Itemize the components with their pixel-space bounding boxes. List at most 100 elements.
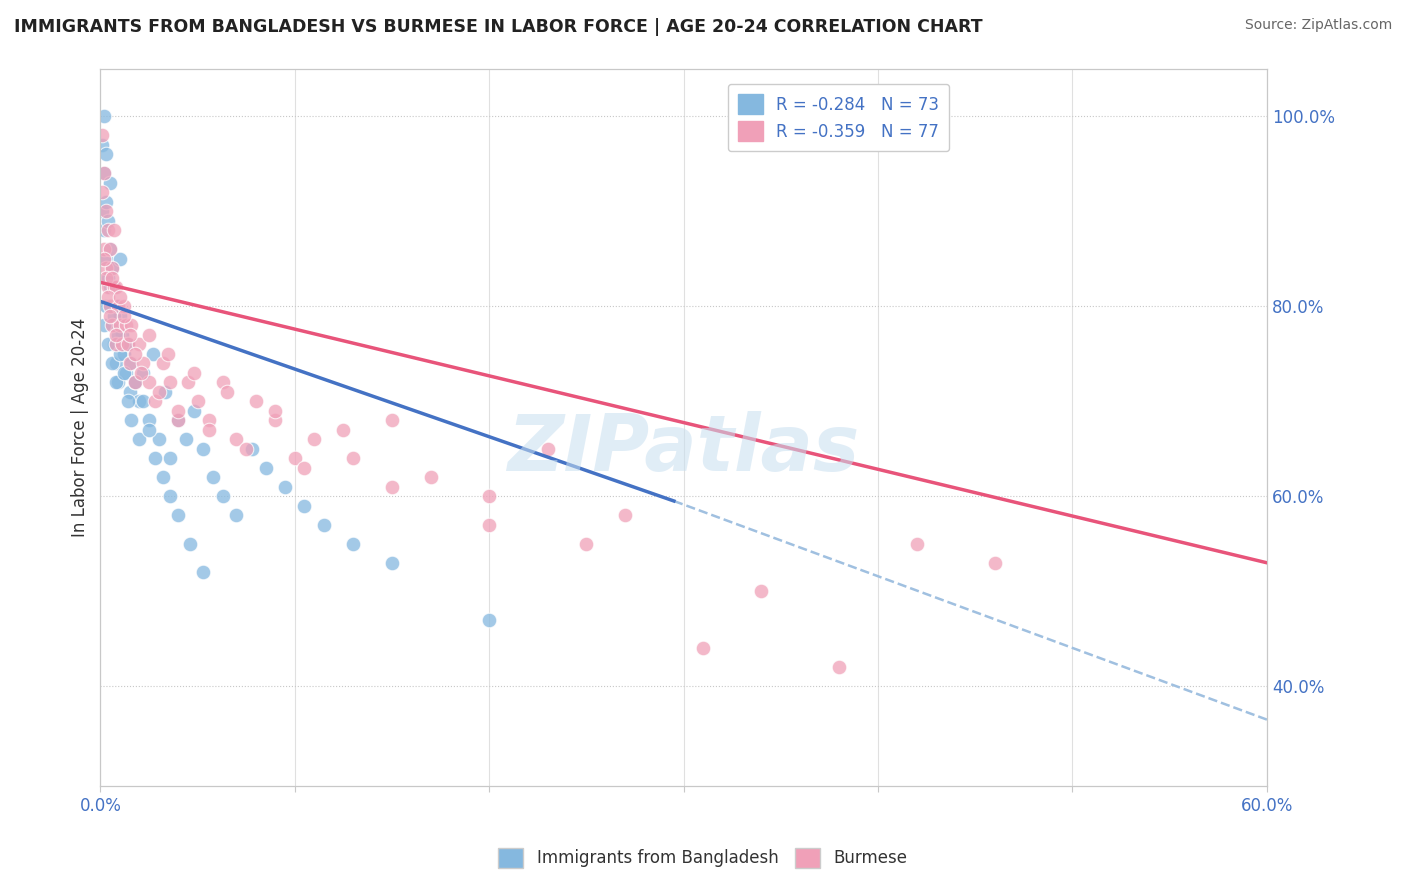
Point [104, 356, 127, 370]
Point [97, 223, 120, 237]
Point [157, 346, 180, 360]
Legend: R = -0.284   N = 73, R = -0.359   N = 77: R = -0.284 N = 73, R = -0.359 N = 77 [728, 84, 949, 152]
Point [93, 166, 115, 180]
Point [274, 480, 297, 494]
Point [381, 413, 404, 427]
Point [478, 489, 501, 503]
Point [198, 413, 221, 427]
Point [148, 432, 170, 446]
Point [101, 261, 124, 276]
Point [120, 413, 142, 427]
Point [128, 394, 150, 409]
Point [419, 470, 441, 484]
Point [159, 375, 181, 389]
Point [342, 451, 364, 466]
Point [128, 432, 150, 446]
Point [103, 337, 125, 351]
Point [101, 261, 124, 276]
Point [101, 270, 124, 285]
Point [167, 413, 190, 427]
Point [235, 442, 257, 456]
Point [294, 499, 316, 513]
Point [183, 403, 205, 417]
Point [159, 451, 181, 466]
Point [187, 394, 209, 409]
Point [132, 366, 155, 380]
Point [245, 394, 267, 409]
Point [138, 375, 160, 389]
Point [128, 337, 150, 351]
Point [183, 366, 205, 380]
Point [215, 384, 238, 399]
Point [983, 556, 1005, 570]
Text: ZIPatlas: ZIPatlas [508, 411, 859, 487]
Point [111, 327, 134, 342]
Point [104, 327, 127, 342]
Point [254, 460, 277, 475]
Point [120, 356, 142, 370]
Point [98, 176, 121, 190]
Point [108, 318, 131, 333]
Point [142, 346, 165, 360]
Point [264, 413, 287, 427]
Point [103, 309, 125, 323]
Point [98, 242, 121, 256]
Point [93, 109, 115, 123]
Point [108, 309, 131, 323]
Point [112, 309, 135, 323]
Point [179, 537, 201, 551]
Point [143, 451, 166, 466]
Point [96, 204, 118, 219]
Point [112, 366, 135, 380]
Point [107, 375, 129, 389]
Point [152, 470, 174, 484]
Point [108, 346, 131, 360]
Point [381, 556, 404, 570]
Point [96, 299, 118, 313]
Point [225, 508, 247, 523]
Point [97, 337, 120, 351]
Legend: Immigrants from Bangladesh, Burmese: Immigrants from Bangladesh, Burmese [492, 841, 914, 875]
Point [98, 309, 121, 323]
Point [96, 252, 118, 266]
Point [98, 299, 121, 313]
Point [96, 261, 118, 276]
Point [104, 299, 127, 313]
Point [294, 460, 316, 475]
Point [93, 242, 115, 256]
Point [143, 394, 166, 409]
Point [153, 384, 176, 399]
Point [101, 356, 124, 370]
Point [118, 384, 141, 399]
Point [174, 432, 197, 446]
Point [103, 280, 125, 294]
Point [107, 327, 129, 342]
Point [124, 346, 146, 360]
Point [536, 442, 558, 456]
Point [97, 280, 120, 294]
Point [167, 413, 190, 427]
Point [177, 375, 200, 389]
Point [167, 403, 190, 417]
Point [138, 423, 160, 437]
Point [264, 403, 287, 417]
Point [107, 299, 129, 313]
Point [117, 337, 139, 351]
Point [148, 384, 170, 399]
Point [132, 394, 155, 409]
Point [91, 204, 114, 219]
Point [193, 566, 215, 580]
Point [124, 375, 146, 389]
Point [198, 423, 221, 437]
Point [828, 660, 851, 674]
Point [93, 318, 115, 333]
Y-axis label: In Labor Force | Age 20-24: In Labor Force | Age 20-24 [72, 318, 89, 537]
Point [342, 537, 364, 551]
Point [478, 517, 501, 532]
Point [117, 337, 139, 351]
Point [478, 613, 501, 627]
Text: Source: ZipAtlas.com: Source: ZipAtlas.com [1244, 18, 1392, 32]
Point [111, 337, 134, 351]
Point [114, 318, 136, 333]
Point [114, 366, 136, 380]
